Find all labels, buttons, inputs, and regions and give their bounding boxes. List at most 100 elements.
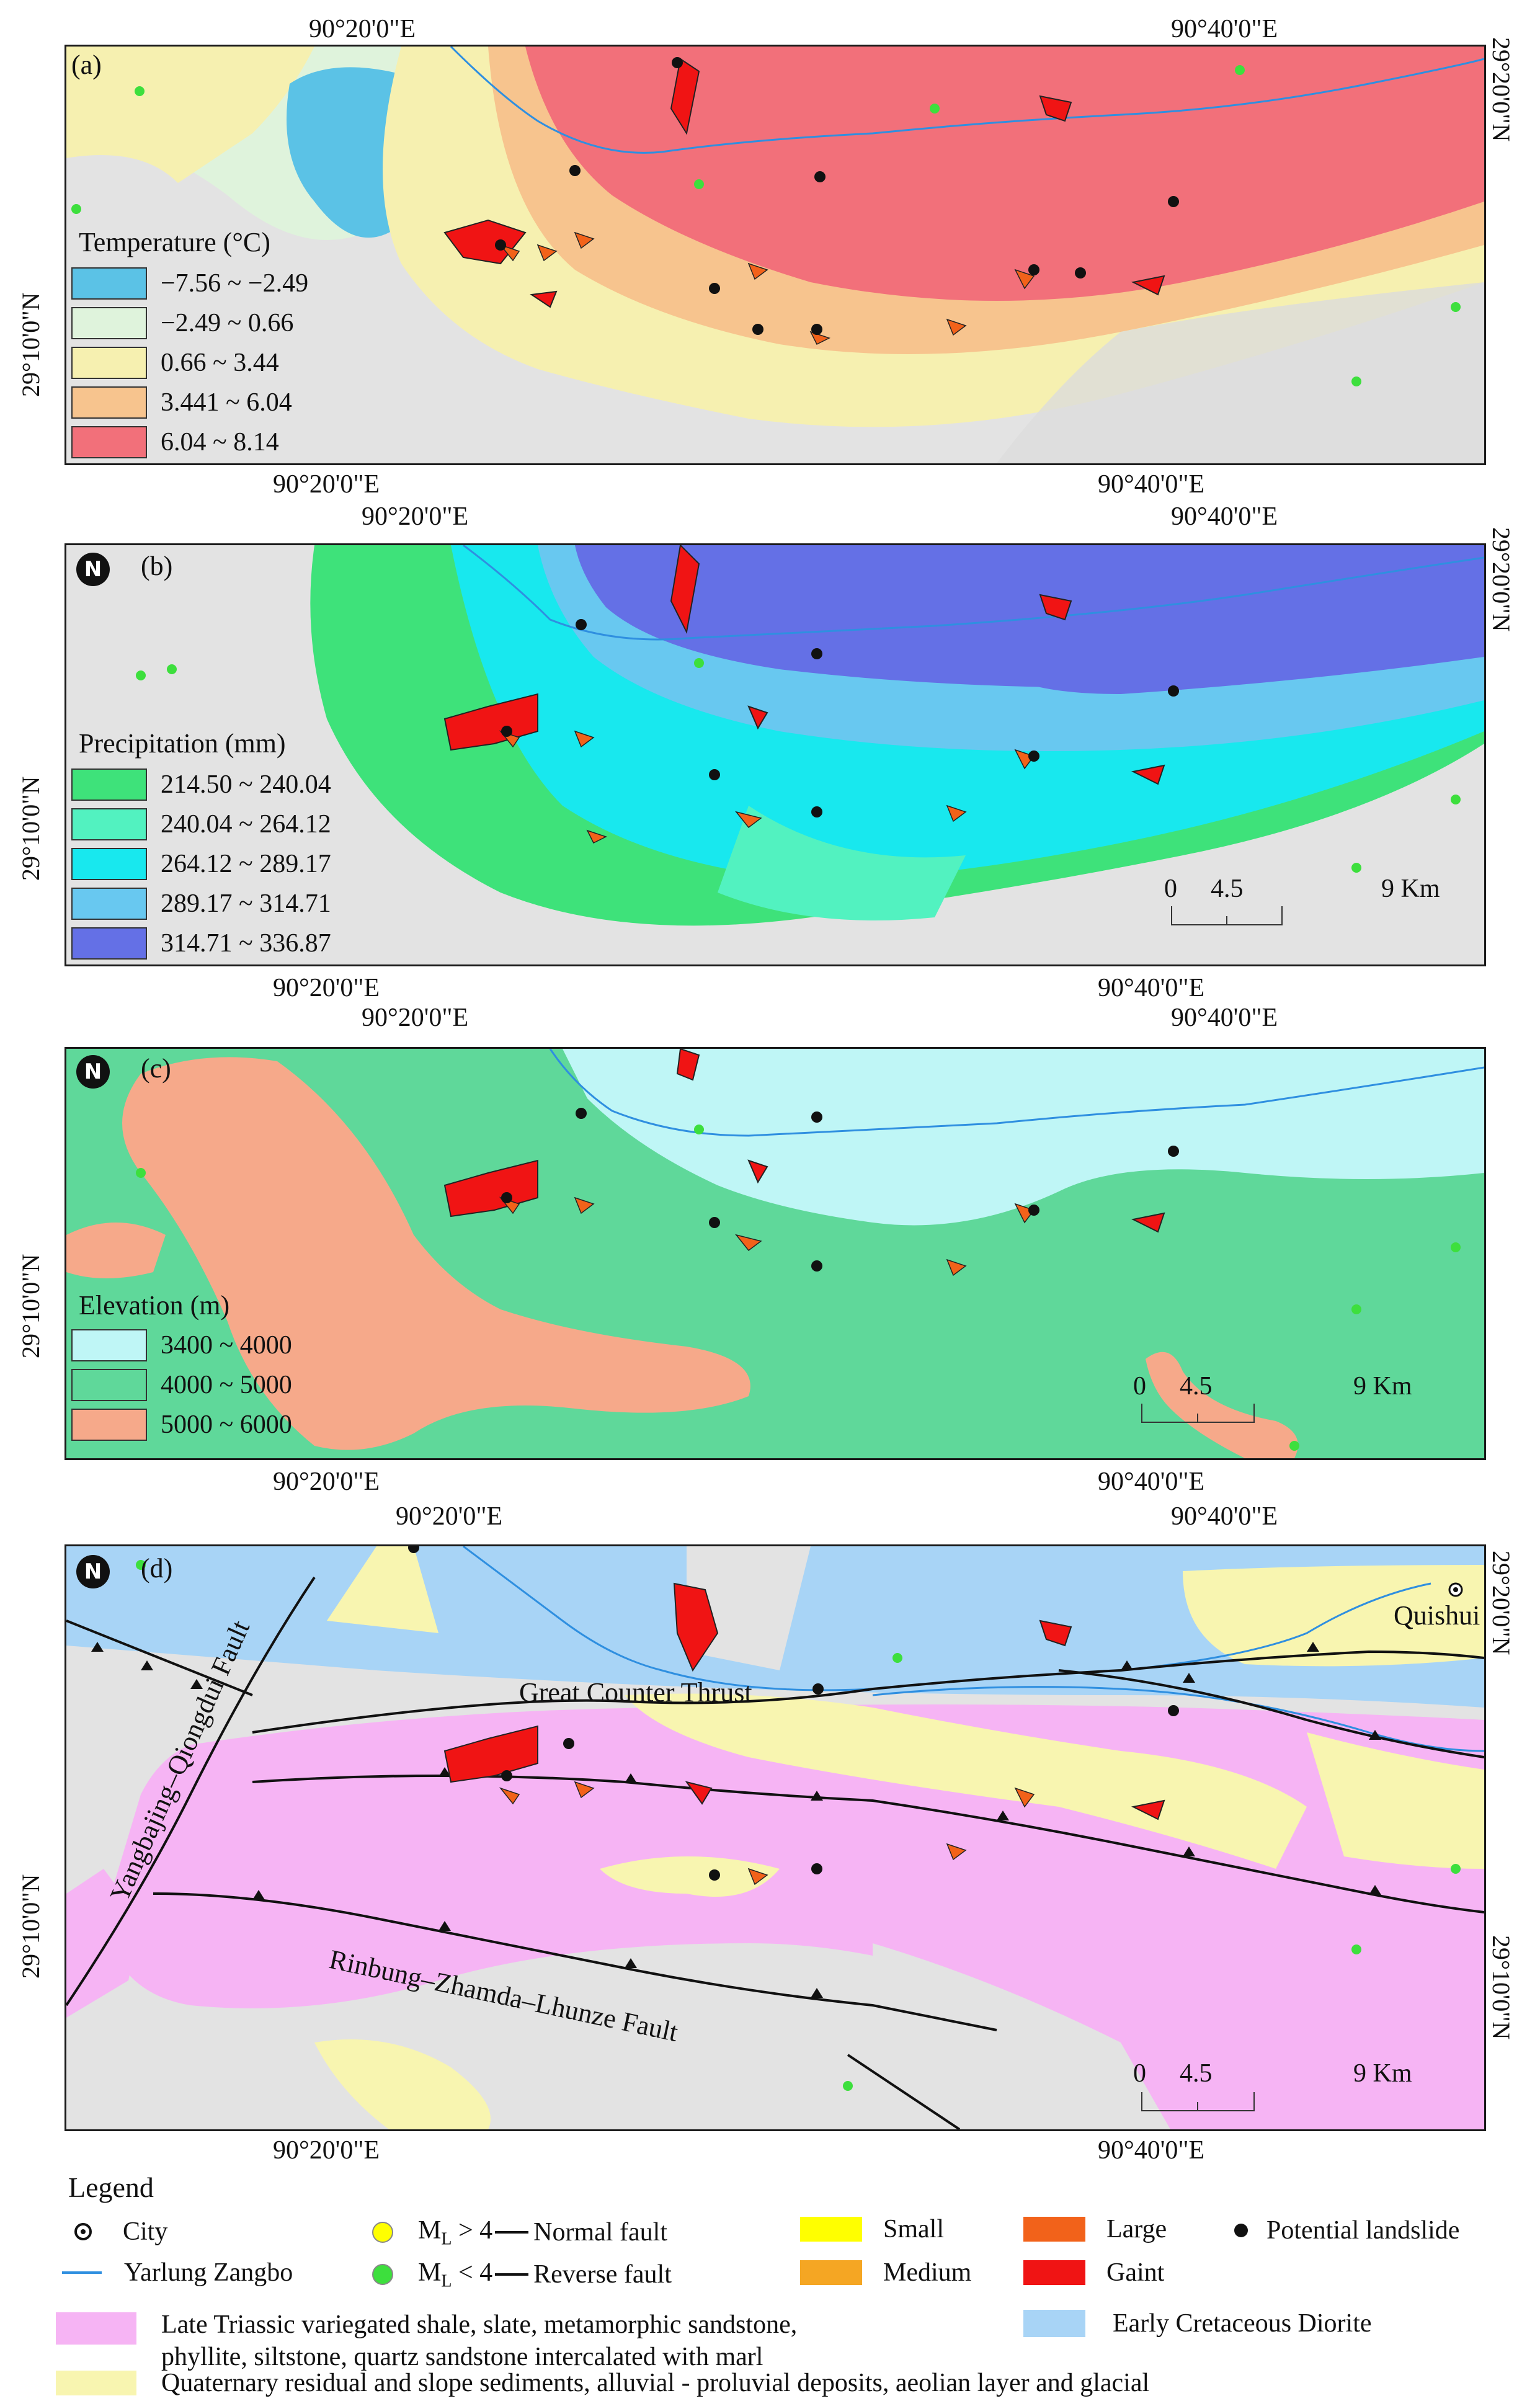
legend-small: Small	[800, 2214, 944, 2244]
panel-d-scale-end: 9 Km	[1353, 2059, 1412, 2088]
legend-medium: Medium	[800, 2258, 971, 2287]
legend-large: Large	[1023, 2214, 1167, 2244]
small-landslide-swatch	[800, 2217, 862, 2242]
panel-d-top-lon-40: 90°40'0"E	[1171, 1502, 1278, 1531]
elevation-class-1: 3400 ~ 4000	[71, 1329, 292, 1361]
temperature-class-1-label: −7.56 ~ −2.49	[161, 269, 309, 298]
panel-b-scale-0: 0	[1164, 875, 1177, 903]
precipitation-class-1-label: 214.50 ~ 240.04	[161, 770, 331, 799]
precipitation-class-5-label: 314.71 ~ 336.87	[161, 929, 331, 958]
panel-a-top-lon-20: 90°20'0"E	[309, 15, 416, 43]
ml-lt-4-icon	[372, 2264, 393, 2286]
panel-b-label: (b)	[141, 551, 173, 581]
panel-b-top-lon-40: 90°40'0"E	[1171, 502, 1278, 531]
legend-quaternary: Quaternary residual and slope sediments,…	[56, 2368, 1149, 2398]
panel-a-label: (a)	[71, 50, 102, 80]
elevation-class-2: 4000 ~ 5000	[71, 1369, 292, 1401]
precipitation-class-5: 314.71 ~ 336.87	[71, 927, 331, 960]
elevation-swatch-2	[71, 1369, 147, 1401]
map-panel-d: N (d) Yangbajing–Qiongdui Fault Great Co…	[65, 1544, 1486, 2131]
temperature-swatch-2	[71, 307, 147, 339]
large-landslide-swatch	[1023, 2217, 1085, 2242]
elevation-class-3-label: 5000 ~ 6000	[161, 1410, 292, 1439]
precipitation-class-2-label: 240.04 ~ 264.12	[161, 810, 331, 839]
panel-b-bottom-lon-40: 90°40'0"E	[1098, 974, 1205, 1002]
panel-b-right-lat-20: 29°20'0"N	[1487, 527, 1515, 632]
map-panel-a: (a) Temperature (°C) −7.56 ~ −2.49 −2.49…	[65, 45, 1486, 465]
elevation-map	[66, 1049, 1484, 1458]
temperature-class-3-label: 0.66 ~ 3.44	[161, 349, 279, 377]
north-arrow-icon: N	[76, 553, 110, 586]
elevation-legend-title: Elevation (m)	[79, 1290, 230, 1321]
legend-river-label: Yarlung Zangbo	[124, 2258, 293, 2287]
panel-d-label: (d)	[141, 1553, 173, 1584]
legend-potential-label: Potential landslide	[1266, 2216, 1460, 2245]
temperature-class-2: −2.49 ~ 0.66	[71, 307, 293, 339]
legend-large-label: Large	[1106, 2215, 1167, 2243]
panel-c-left-lat-10: 29°10'0"N	[17, 1254, 45, 1358]
legend-giant: Gaint	[1023, 2258, 1164, 2287]
panel-c-top-lon-40: 90°40'0"E	[1171, 1004, 1278, 1032]
panel-c-top-lon-20: 90°20'0"E	[362, 1004, 469, 1032]
map-panel-b: N (b) Precipitation (mm) 214.50 ~ 240.04…	[65, 543, 1486, 966]
medium-landslide-swatch	[800, 2260, 862, 2285]
panel-c-scale-0: 0	[1133, 1372, 1146, 1401]
precipitation-class-4: 289.17 ~ 314.71	[71, 888, 331, 920]
panel-a-bottom-lon-20: 90°20'0"E	[273, 470, 380, 499]
panel-b-bottom-lon-20: 90°20'0"E	[273, 974, 380, 1002]
panel-a-bottom-lon-40: 90°40'0"E	[1098, 470, 1205, 499]
elevation-class-1-label: 3400 ~ 4000	[161, 1331, 292, 1360]
legend-normal-fault-label: Normal fault	[533, 2218, 667, 2247]
city-label-quishui: Quishui	[1394, 1600, 1480, 1631]
legend-city-label: City	[123, 2217, 168, 2246]
legend-medium-label: Medium	[883, 2258, 972, 2287]
temperature-class-4-label: 3.441 ~ 6.04	[161, 388, 292, 417]
precipitation-class-3-label: 264.12 ~ 289.17	[161, 850, 331, 878]
legend-triassic: Late Triassic variegated shale, slate, m…	[56, 2309, 797, 2373]
panel-b-top-lon-20: 90°20'0"E	[362, 502, 469, 531]
panel-d-bottom-lon-40: 90°40'0"E	[1098, 2136, 1205, 2165]
legend-triassic-line-1: Late Triassic variegated shale, slate, m…	[161, 2310, 798, 2339]
geology-map	[66, 1546, 1484, 2129]
temperature-class-5: 6.04 ~ 8.14	[71, 426, 279, 458]
panel-d-top-lon-20: 90°20'0"E	[396, 1502, 503, 1531]
panel-d-scale-0: 0	[1133, 2059, 1146, 2088]
panel-b-scale-end: 9 Km	[1381, 875, 1440, 903]
map-panel-c: N (c) Elevation (m) 3400 ~ 4000 4000 ~ 5…	[65, 1047, 1486, 1460]
elevation-class-2-label: 4000 ~ 5000	[161, 1371, 292, 1399]
precipitation-swatch-5	[71, 927, 147, 960]
legend-reverse-fault-label: Reverse fault	[533, 2260, 672, 2289]
panel-b-left-lat-10: 29°10'0"N	[17, 776, 45, 881]
giant-landslide-swatch	[1023, 2260, 1085, 2285]
legend-quaternary-label: Quaternary residual and slope sediments,…	[161, 2369, 1150, 2397]
temperature-legend-title: Temperature (°C)	[79, 227, 270, 257]
panel-c-bottom-lon-20: 90°20'0"E	[273, 1468, 380, 1496]
city-icon	[74, 2223, 92, 2240]
precipitation-map	[66, 545, 1484, 964]
panel-a-top-lon-40: 90°40'0"E	[1171, 15, 1278, 43]
normal-fault-line-icon	[495, 2231, 529, 2234]
temperature-class-1: −7.56 ~ −2.49	[71, 267, 308, 300]
legend-small-label: Small	[883, 2215, 945, 2243]
north-arrow-icon: N	[76, 1055, 110, 1089]
precipitation-class-3: 264.12 ~ 289.17	[71, 848, 331, 880]
legend-ml-lt-label: ML < 4	[418, 2258, 493, 2291]
ml-gt-4-icon	[372, 2222, 393, 2243]
fault-label-great-counter-thrust: Great Counter Thrust	[519, 1677, 752, 1708]
legend-cretaceous: Early Cretaceous Diorite	[1023, 2309, 1372, 2338]
legend-cretaceous-label: Early Cretaceous Diorite	[1113, 2309, 1372, 2338]
legend-triassic-line-2: phyllite, siltstone, quartz sandstone in…	[161, 2343, 763, 2371]
legend-ml-gt-4: ML > 4 Normal fault	[372, 2216, 667, 2249]
temperature-class-2-label: −2.49 ~ 0.66	[161, 309, 294, 337]
temperature-map	[66, 47, 1484, 463]
precipitation-swatch-1	[71, 768, 147, 801]
panel-c-scale-mid: 4.5	[1180, 1372, 1213, 1401]
precipitation-legend-title: Precipitation (mm)	[79, 728, 286, 759]
panel-b-scale-mid: 4.5	[1211, 875, 1244, 903]
legend-ml-lt-4: ML < 4 Reverse fault	[372, 2258, 672, 2291]
panel-d-right-lat-10: 29°10'0"N	[1487, 1935, 1515, 2040]
precipitation-swatch-3	[71, 848, 147, 880]
quaternary-swatch	[56, 2371, 136, 2395]
temperature-swatch-5	[71, 426, 147, 458]
panel-d-left-lat-10: 29°10'0"N	[17, 1874, 45, 1979]
